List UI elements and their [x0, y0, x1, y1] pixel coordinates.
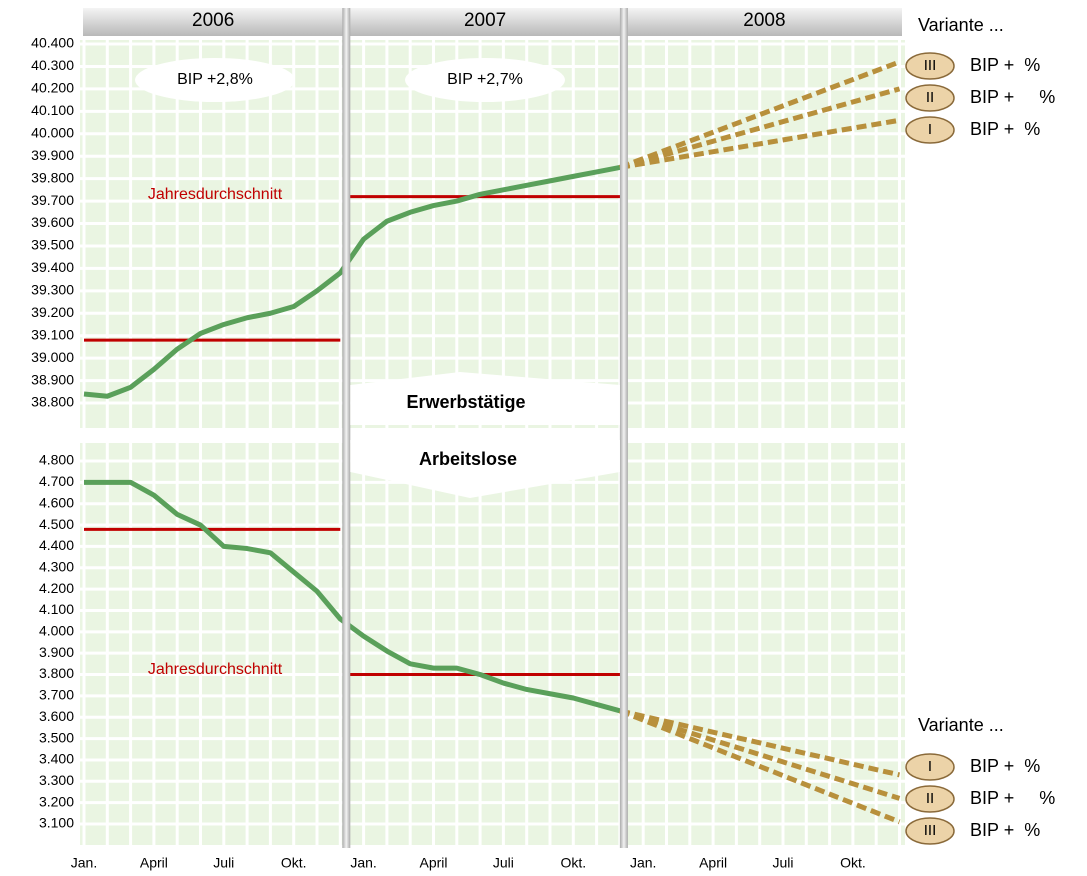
- annotation: BIP +2,7%: [447, 71, 523, 88]
- legend-oval: [905, 116, 955, 144]
- y-tick-label: 4.400: [39, 537, 74, 553]
- y-tick-label: 39.200: [31, 304, 74, 320]
- y-tick-label: 4.200: [39, 580, 74, 596]
- projection-line: [619, 117, 900, 170]
- x-tick-label: Okt.: [840, 855, 866, 871]
- x-tick-label: April: [140, 855, 168, 871]
- y-tick-label: 3.500: [39, 729, 74, 745]
- legend-name: II: [926, 89, 934, 106]
- year-label: 2008: [743, 10, 785, 31]
- plot-background: [80, 40, 905, 428]
- average-label: Jahresdurchschnitt: [148, 661, 283, 678]
- x-tick-label: Juli: [493, 855, 514, 871]
- y-tick-label: 4.800: [39, 452, 74, 468]
- legend-text: BIP + %: [970, 820, 1040, 840]
- y-tick-label: 39.500: [31, 237, 74, 253]
- legend-oval: [905, 84, 955, 112]
- annotation-bubble: [405, 58, 565, 102]
- legend-name: II: [926, 790, 934, 807]
- year-header: [349, 8, 621, 36]
- legend-name: III: [924, 822, 937, 839]
- y-tick-label: 40.100: [31, 102, 74, 118]
- legend-text: BIP + %: [970, 87, 1055, 107]
- x-tick-label: Jan.: [350, 855, 376, 871]
- y-tick-label: 4.600: [39, 494, 74, 510]
- y-tick-label: 3.700: [39, 687, 74, 703]
- y-tick-label: 39.000: [31, 349, 74, 365]
- y-tick-label: 4.500: [39, 516, 74, 532]
- x-tick-label: April: [699, 855, 727, 871]
- y-tick-label: 40.200: [31, 80, 74, 96]
- y-tick-label: 3.100: [39, 815, 74, 831]
- year-label: 2006: [192, 10, 234, 31]
- y-tick-label: 38.800: [31, 394, 74, 410]
- title-banner: [350, 440, 620, 498]
- data-line: [83, 164, 621, 399]
- average-label: Jahresdurchschnitt: [148, 186, 283, 203]
- legend-text: BIP + %: [970, 756, 1040, 776]
- y-tick-label: 4.000: [39, 623, 74, 639]
- year-separator: [619, 8, 628, 848]
- y-tick-label: 39.100: [31, 326, 74, 342]
- projection-line: [619, 86, 901, 170]
- x-tick-label: Okt.: [560, 855, 586, 871]
- year-header: [83, 8, 344, 36]
- chart-title: Erwerbstätige: [406, 392, 525, 412]
- legend-text: BIP + %: [970, 788, 1055, 808]
- y-tick-label: 40.400: [31, 35, 74, 51]
- y-tick-label: 4.700: [39, 473, 74, 489]
- legend-oval: [905, 52, 955, 80]
- data-line: [84, 479, 621, 714]
- y-tick-label: 39.900: [31, 147, 74, 163]
- x-tick-label: Jan.: [71, 855, 97, 871]
- y-tick-label: 39.700: [31, 192, 74, 208]
- legend-oval: [905, 785, 955, 813]
- y-tick-label: 40.300: [31, 57, 74, 73]
- y-tick-label: 39.600: [31, 214, 74, 230]
- projection-line: [619, 708, 901, 778]
- x-tick-label: Okt.: [281, 855, 307, 871]
- y-tick-label: 40.000: [31, 124, 74, 140]
- y-tick-label: 4.300: [39, 558, 74, 574]
- annotation-bubble: [135, 58, 295, 102]
- y-tick-label: 3.200: [39, 793, 74, 809]
- y-tick-label: 39.300: [31, 282, 74, 298]
- projection-line: [618, 708, 901, 825]
- projection-line: [619, 59, 901, 170]
- chart-title: Arbeitslose: [419, 449, 517, 469]
- legend-title: Variante ...: [918, 15, 1004, 35]
- legend-name: III: [924, 57, 937, 74]
- legend-title: Variante ...: [918, 715, 1004, 735]
- y-tick-label: 3.900: [39, 644, 74, 660]
- year-separator: [342, 8, 351, 848]
- y-tick-label: 39.800: [31, 169, 74, 185]
- legend-text: BIP + %: [970, 55, 1040, 75]
- x-tick-label: Juli: [772, 855, 793, 871]
- x-tick-label: Juli: [213, 855, 234, 871]
- plot-background: [80, 443, 905, 845]
- annotation: BIP +2,8%: [177, 71, 253, 88]
- legend-name: I: [928, 121, 932, 138]
- year-label: 2007: [464, 10, 506, 31]
- projection-line: [619, 708, 901, 801]
- x-tick-label: April: [419, 855, 447, 871]
- y-tick-label: 4.100: [39, 601, 74, 617]
- title-banner: [350, 372, 620, 425]
- year-header: [626, 8, 902, 36]
- legend-oval: [905, 817, 955, 845]
- legend-oval: [905, 753, 955, 781]
- y-tick-label: 3.400: [39, 751, 74, 767]
- legend-text: BIP + %: [970, 119, 1040, 139]
- y-tick-label: 3.300: [39, 772, 74, 788]
- legend-name: I: [928, 758, 932, 775]
- y-tick-label: 39.400: [31, 259, 74, 275]
- y-tick-label: 3.800: [39, 665, 74, 681]
- x-tick-label: Jan.: [630, 855, 656, 871]
- y-tick-label: 3.600: [39, 708, 74, 724]
- y-tick-label: 38.900: [31, 371, 74, 387]
